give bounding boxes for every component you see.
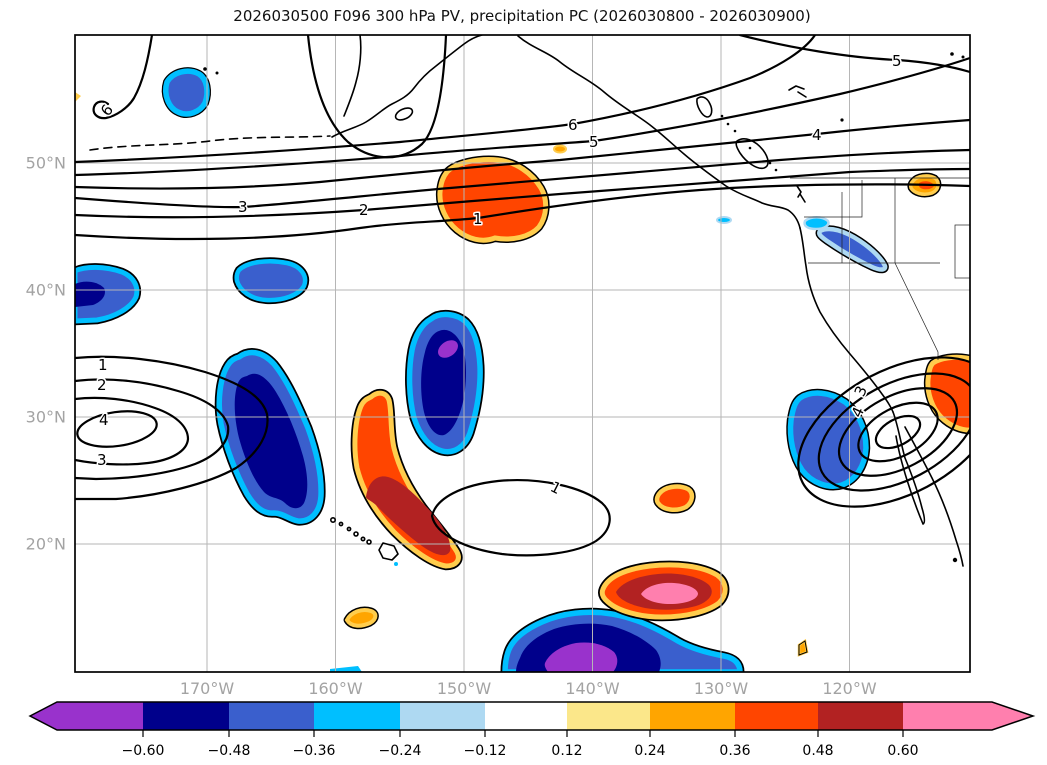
contour-label: 3 (238, 198, 248, 216)
x-axis-labels: 170°W 160°W 150°W 140°W 130°W 120°W (180, 679, 877, 698)
map-area: 6 3 2 1 6 5 4 5 1 2 4 3 1 3 4 (75, 35, 970, 672)
lon-tick-label: 130°W (694, 679, 749, 698)
lat-tick-label: 20°N (26, 535, 66, 554)
colorbar-tick-label: −0.48 (208, 743, 251, 759)
colorbar-tick-labels: −0.60 −0.48 −0.36 −0.24 −0.12 0.12 0.24 … (122, 743, 919, 759)
colorbar-tick-label: −0.12 (464, 743, 507, 759)
colorbar-tick-label: −0.60 (122, 743, 165, 759)
lon-tick-label: 120°W (822, 679, 877, 698)
contour-label: 4 (812, 126, 822, 144)
colorbar-tick-label: 0.36 (719, 743, 750, 759)
colorbar-tick-label: 0.24 (634, 743, 665, 759)
contour-label: 1 (98, 356, 108, 374)
contour-label: 5 (892, 52, 902, 70)
map-frame (74, 34, 971, 673)
contour-label: 1 (547, 478, 564, 498)
colorbar-under-arrow (30, 702, 143, 730)
colorbar-cell (485, 702, 567, 730)
contour-label: 2 (359, 201, 369, 219)
contour-label: 3 (97, 451, 107, 469)
negative-anomaly-shading (75, 67, 889, 672)
colorbar-outline (28, 701, 1036, 731)
pv-contours (75, 35, 970, 557)
colorbar-over-arrow (903, 702, 1033, 730)
colorbar: −0.60 −0.48 −0.36 −0.24 −0.12 0.12 0.24 … (28, 701, 1036, 759)
colorbar-cell (818, 702, 903, 730)
colorbar-ticks (142, 730, 904, 737)
contour-label: 5 (589, 133, 599, 151)
colorbar-tick-label: −0.36 (293, 743, 336, 759)
lon-tick-label: 140°W (565, 679, 620, 698)
coastlines (89, 35, 970, 567)
lat-tick-label: 50°N (26, 154, 66, 173)
colorbar-cell (567, 702, 650, 730)
contour-label: 2 (97, 376, 107, 394)
colorbar-tick-label: −0.24 (379, 743, 422, 759)
colorbar-tick-label: 0.12 (551, 743, 582, 759)
plot-title: 2026030500 F096 300 hPa PV, precipitatio… (233, 7, 810, 25)
contour-label: 3 (851, 383, 871, 399)
contour-label: 6 (568, 116, 578, 134)
colorbar-cell (400, 702, 485, 730)
pv-contour-labels: 6 3 2 1 6 5 4 5 1 2 4 3 1 3 4 (95, 51, 903, 500)
lat-tick-label: 40°N (26, 281, 66, 300)
lat-tick-label: 30°N (26, 408, 66, 427)
y-axis-labels: 50°N 40°N 30°N 20°N (26, 154, 66, 554)
colorbar-cell (735, 702, 818, 730)
colorbar-cell (143, 702, 229, 730)
contour-label: 1 (473, 210, 483, 228)
colorbar-cell (229, 702, 314, 730)
lon-tick-label: 160°W (308, 679, 363, 698)
colorbar-tick-label: 0.60 (887, 743, 918, 759)
lon-tick-label: 150°W (437, 679, 492, 698)
colorbar-cell (650, 702, 735, 730)
lon-tick-label: 170°W (180, 679, 235, 698)
colorbar-tick-label: 0.48 (802, 743, 833, 759)
contour-label: 4 (99, 411, 109, 429)
colorbar-cell (314, 702, 400, 730)
